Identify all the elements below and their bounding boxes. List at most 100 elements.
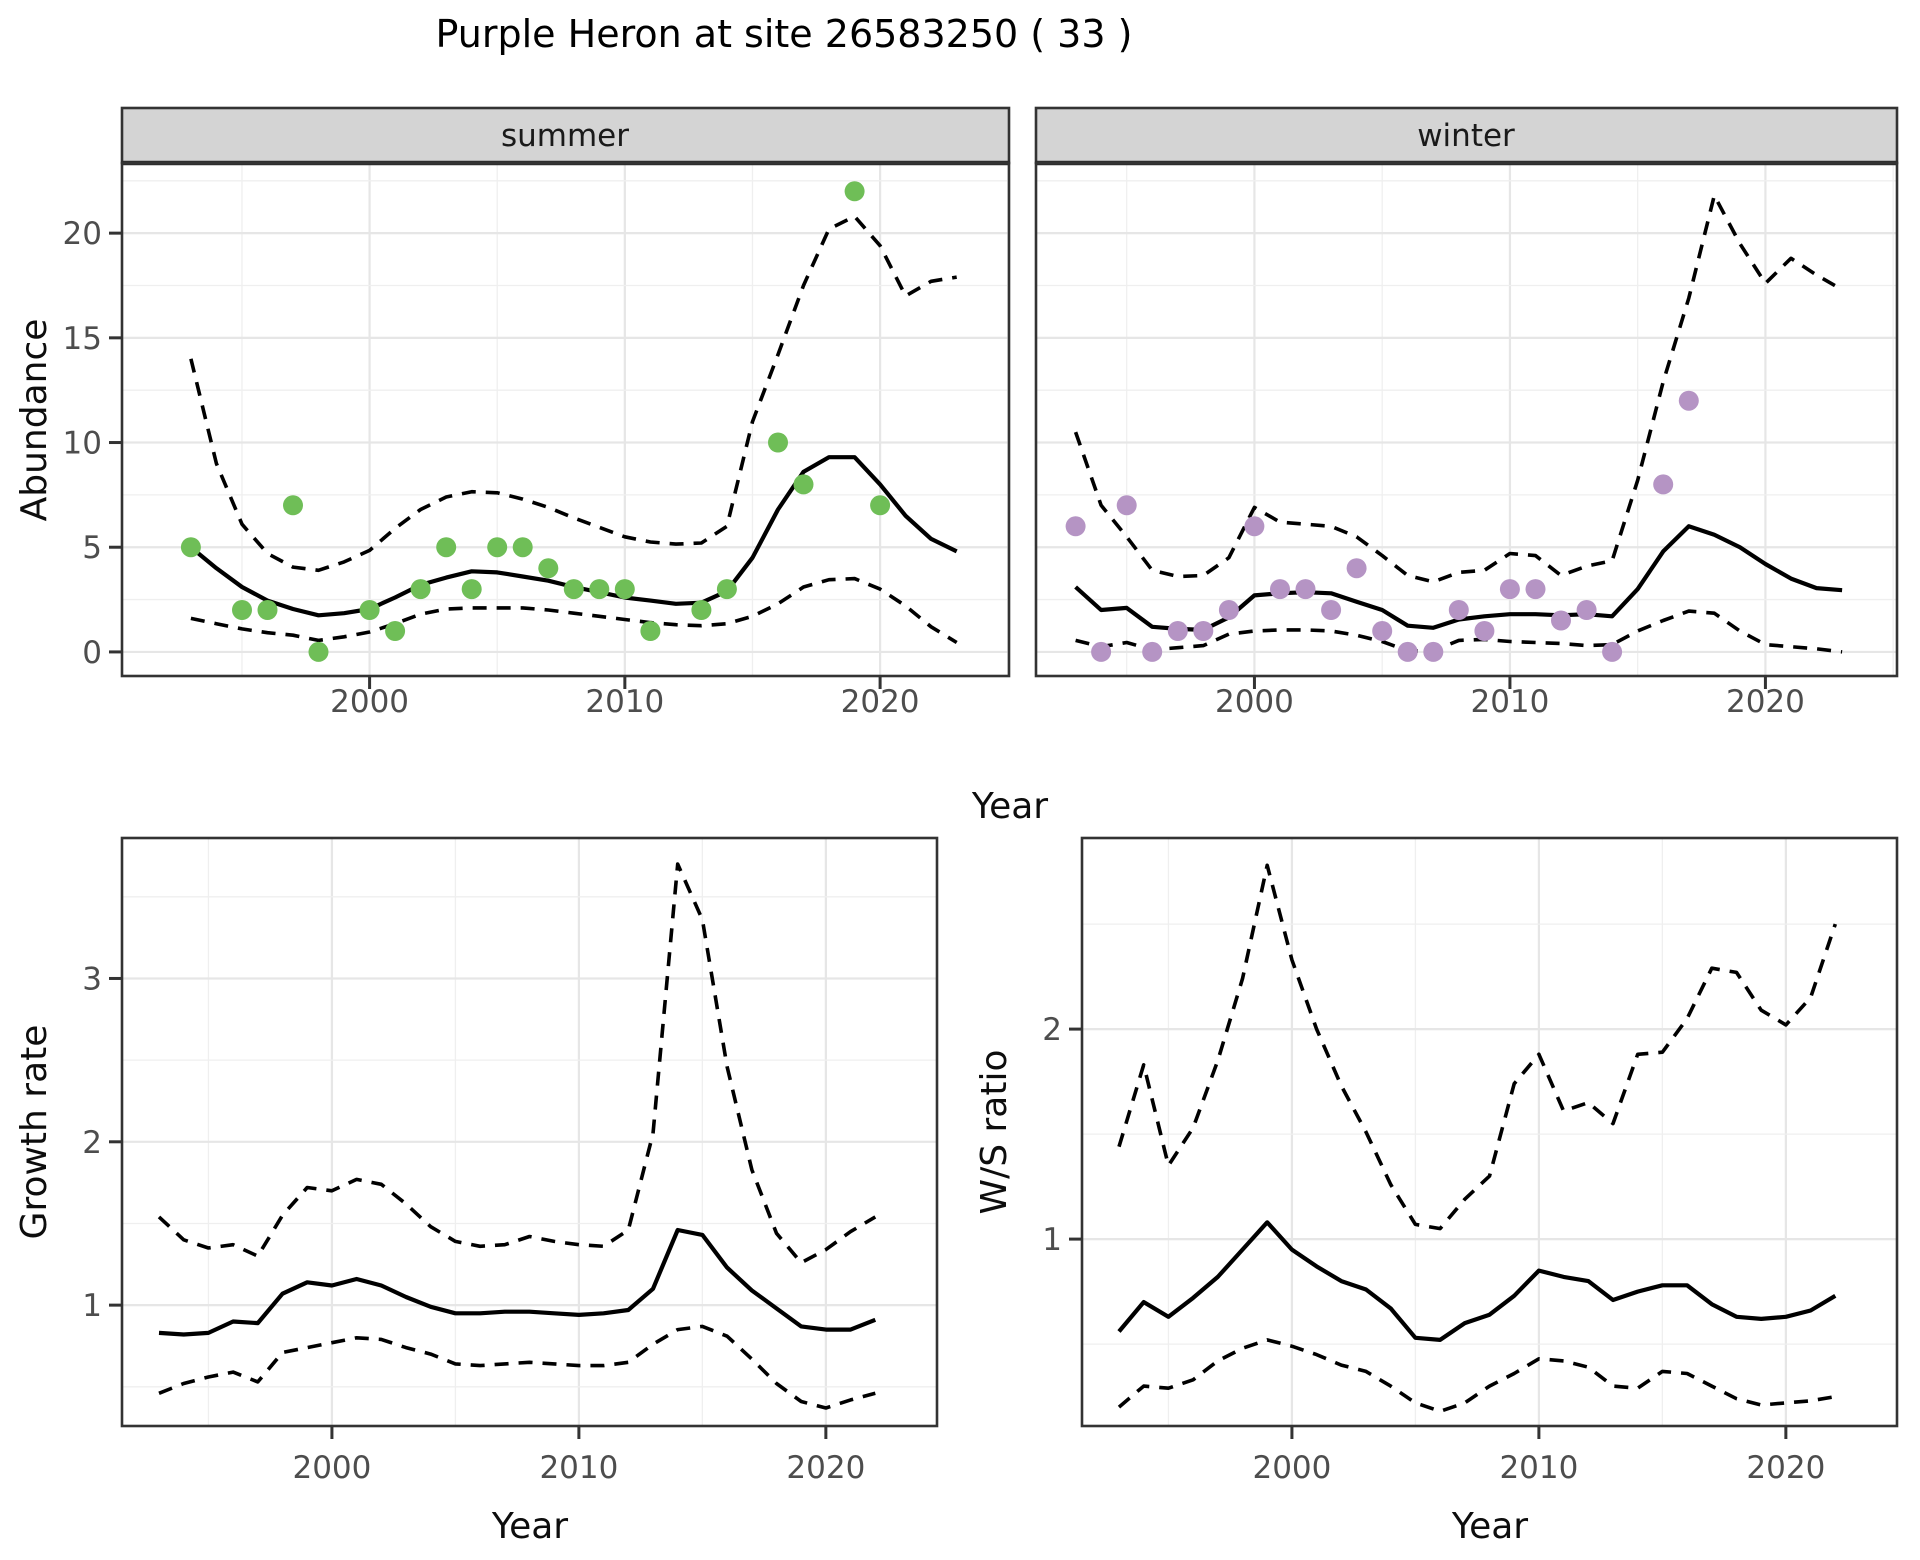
data-point: [1167, 621, 1188, 641]
data-point: [1244, 516, 1265, 537]
data-point: [563, 579, 584, 600]
x-tick-label: 2000: [330, 684, 409, 720]
data-point: [487, 537, 508, 558]
panel-border: [1080, 836, 1899, 1428]
y-tick-label: 2: [1042, 1012, 1062, 1048]
x-tick-label: 2010: [1499, 1450, 1578, 1486]
data-point: [308, 641, 329, 662]
x-tick-label: 2000: [292, 1450, 371, 1486]
data-point: [1602, 641, 1623, 662]
panel-background: [122, 838, 937, 1426]
x-tick-label: 2000: [1215, 684, 1294, 720]
x-tick-label: 2010: [1470, 684, 1549, 720]
data-point: [257, 600, 278, 620]
figure-title: Purple Heron at site 26583250 ( 33 ): [436, 12, 1133, 56]
data-point: [436, 537, 457, 558]
y-tick-label: 10: [63, 426, 102, 462]
data-point: [1321, 600, 1342, 620]
y-tick-label: 5: [82, 530, 102, 566]
data-point: [1499, 579, 1520, 600]
gridlines: [1036, 163, 1897, 676]
panels-layer: 2000 2010 2020 0 5 10 15 20 2000 2010 2020 2000 2010…: [63, 106, 1899, 1486]
data-point: [1193, 621, 1214, 641]
data-point: [793, 474, 814, 495]
data-point: [461, 579, 482, 600]
y-axis-title-growth-rate: Growth rate: [14, 1025, 55, 1240]
y-tick-label: 0: [82, 635, 102, 671]
upper-ci-line: [1117, 863, 1838, 1231]
x-tick-label: 2000: [1252, 1450, 1331, 1486]
data-point: [844, 181, 865, 202]
panel-growth-rate: 2000 2010 2020 1 2 3: [82, 836, 939, 1486]
facet-strip: [1034, 106, 1899, 165]
summer-counts-points: [180, 181, 891, 662]
gridlines: [1082, 838, 1897, 1426]
upper-ci-line: [189, 214, 957, 573]
x-tick-label: 2010: [585, 684, 664, 720]
panel-background: [1036, 163, 1897, 676]
y-tick-label: 3: [82, 961, 102, 997]
y-axis-title-ws-ratio: W/S ratio: [974, 1049, 1015, 1214]
data-point: [512, 537, 533, 558]
panel-border: [120, 836, 939, 1428]
panel-background: [1082, 838, 1897, 1426]
data-point: [1678, 390, 1699, 411]
data-point: [359, 600, 380, 620]
data-point: [1474, 621, 1495, 641]
data-point: [716, 579, 737, 600]
data-point: [538, 558, 559, 579]
data-point: [1653, 474, 1674, 495]
data-point: [180, 537, 201, 558]
data-point: [1346, 558, 1367, 579]
data-point: [1423, 641, 1444, 662]
data-point: [1295, 579, 1316, 600]
data-point: [640, 621, 661, 641]
data-point: [232, 600, 252, 620]
x-axis-title-year-bottom-right: Year: [1451, 1506, 1528, 1547]
lower-ci-line: [190, 576, 958, 645]
lower-ci-line: [1075, 609, 1843, 654]
data-point: [1116, 495, 1137, 516]
data-point: [614, 579, 635, 600]
data-point: [1218, 600, 1239, 620]
data-point: [1142, 641, 1163, 662]
data-point: [1065, 516, 1086, 537]
y-tick-label: 20: [63, 216, 102, 252]
data-point: [1270, 579, 1290, 600]
data-point: [283, 495, 303, 516]
panel-border: [120, 161, 1011, 678]
y-tick-label: 1: [1042, 1222, 1062, 1258]
data-point: [1576, 600, 1597, 620]
data-point: [1372, 621, 1393, 641]
x-tick-label: 2020: [786, 1450, 865, 1486]
fit-line: [1117, 1220, 1837, 1342]
data-point: [589, 579, 610, 600]
data-point: [1091, 641, 1112, 662]
x-axis-title-year-top: Year: [971, 786, 1048, 827]
panel-border: [1034, 161, 1899, 678]
x-tick-label: 2020: [1746, 1450, 1825, 1486]
y-axis-title-abundance: Abundance: [14, 319, 55, 522]
data-point: [385, 621, 406, 641]
winter-counts-points: [1065, 390, 1699, 662]
data-point: [691, 600, 712, 620]
facet-strip-label-winter: winter: [1417, 118, 1515, 154]
data-point: [1551, 610, 1571, 631]
panel-abundance-winter: 2000 2010 2020: [1034, 106, 1899, 720]
lower-ci-line: [1117, 1338, 1836, 1414]
panel-ws-ratio: 2000 2010 2020 1 2: [1042, 836, 1899, 1486]
data-point: [1397, 641, 1418, 662]
x-axis-title-year-bottom-left: Year: [491, 1506, 568, 1547]
y-tick-label: 2: [82, 1125, 102, 1161]
data-point: [870, 495, 891, 516]
x-tick-label: 2010: [539, 1450, 618, 1486]
data-point: [1448, 600, 1469, 620]
data-point: [768, 432, 788, 453]
y-tick-label: 15: [63, 321, 102, 357]
upper-ci-line: [157, 862, 877, 1265]
panel-abundance-summer: 2000 2010 2020 0 5 10 15 20: [63, 106, 1011, 720]
x-tick-label: 2020: [1726, 684, 1805, 720]
fit-line: [158, 1227, 877, 1337]
